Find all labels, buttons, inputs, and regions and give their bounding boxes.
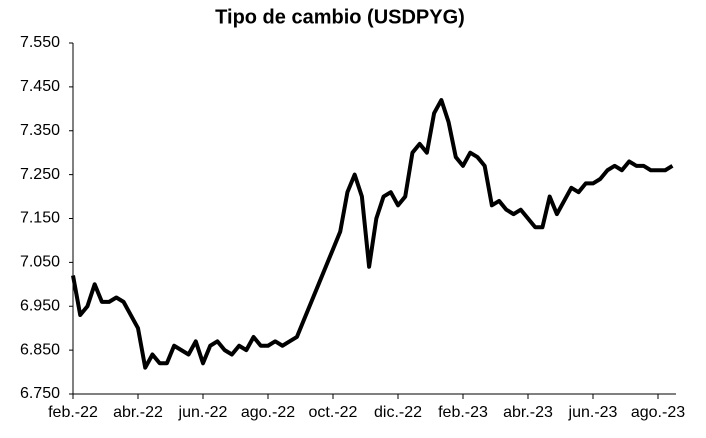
x-tick-label: jun.-22 <box>178 404 228 421</box>
y-tick-label: 6.750 <box>20 385 60 402</box>
x-tick-label: feb.-23 <box>438 404 488 421</box>
x-tick-label: abr.-22 <box>113 404 163 421</box>
series-line <box>71 98 674 370</box>
y-tick-label: 7.550 <box>20 34 60 51</box>
x-tick-label: ago.-22 <box>241 404 295 421</box>
x-tick-label: jun.-23 <box>568 404 618 421</box>
y-tick-label: 7.150 <box>20 210 60 227</box>
y-tick-label: 7.250 <box>20 166 60 183</box>
x-tick-label: ago.-23 <box>631 404 685 421</box>
x-tick-label: dic.-22 <box>374 404 422 421</box>
x-tick-label: oct.-22 <box>309 404 358 421</box>
y-tick-label: 7.350 <box>20 122 60 139</box>
x-tick-label: feb.-22 <box>48 404 98 421</box>
y-tick-label: 6.850 <box>20 341 60 358</box>
y-tick-label: 7.050 <box>20 254 60 271</box>
y-tick-label: 6.950 <box>20 297 60 314</box>
y-tick-label: 7.450 <box>20 78 60 95</box>
x-tick-label: abr.-23 <box>503 404 553 421</box>
chart-title: Tipo de cambio (USDPYG) <box>215 6 465 28</box>
